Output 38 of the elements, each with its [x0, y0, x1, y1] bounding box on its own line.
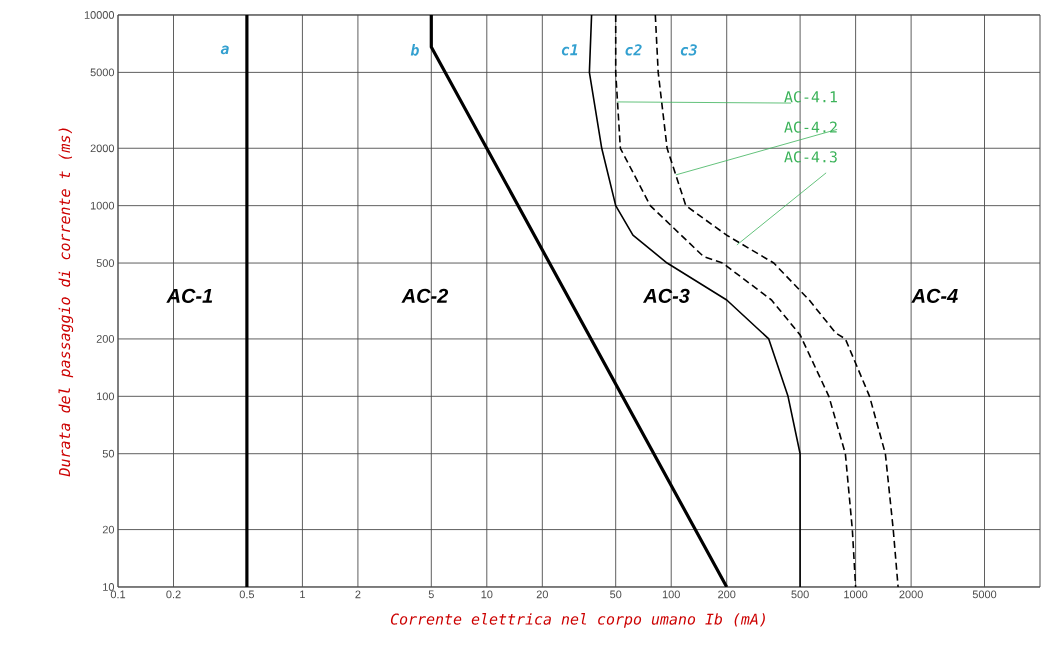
x-tick-label: 1: [300, 590, 305, 599]
x-tick-label: 50: [610, 590, 622, 599]
annotation: a: [220, 45, 229, 55]
x-tick-label: 10: [481, 590, 493, 599]
y-tick-label: 20: [102, 525, 115, 534]
annotation: AC-2: [401, 288, 449, 303]
y-tick-label: 50: [102, 449, 115, 458]
x-tick-label: 1000: [844, 590, 868, 599]
y-tick-label: 10: [103, 583, 115, 591]
x-tick-label: 500: [791, 590, 809, 599]
x-tick-label: 2: [355, 590, 361, 599]
y-tick-label: 2000: [90, 144, 115, 153]
x-tick-label: 200: [718, 590, 736, 599]
x-tick-label: 0.2: [166, 590, 181, 599]
x-tick-label: 100: [662, 590, 680, 599]
x-tick-label: 5000: [972, 590, 997, 599]
annotation: AC-4: [911, 288, 958, 303]
y-tick-label: 100: [97, 392, 115, 401]
annotation: c1: [561, 44, 578, 56]
x-tick-label: 2000: [899, 590, 923, 599]
y-tick-label: 10000: [84, 11, 115, 19]
y-axis-title: Durata del passaggio di corrente t (ms): [58, 128, 74, 477]
annotation: AC-3: [642, 288, 690, 303]
annotation: AC-4.3: [784, 151, 837, 163]
x-tick-label: 0.5: [239, 590, 255, 599]
y-tick-label: 1000: [90, 201, 115, 210]
x-tick-label: 20: [536, 590, 548, 599]
annotation: c3: [680, 44, 697, 56]
y-tick-label: 500: [96, 259, 115, 267]
annotation: AC-4.2: [784, 121, 837, 133]
annotation: AC-4.1: [784, 91, 837, 103]
x-axis-title: Corrente elettrica nel corpo umano Ib (mA): [390, 613, 765, 628]
annotation: b: [410, 44, 419, 56]
annotation: c2: [625, 44, 642, 56]
x-tick-label: 5: [428, 590, 434, 599]
y-tick-label: 200: [96, 335, 115, 343]
x-tick-label: 0.1: [110, 590, 126, 599]
y-tick-label: 5000: [90, 68, 115, 77]
